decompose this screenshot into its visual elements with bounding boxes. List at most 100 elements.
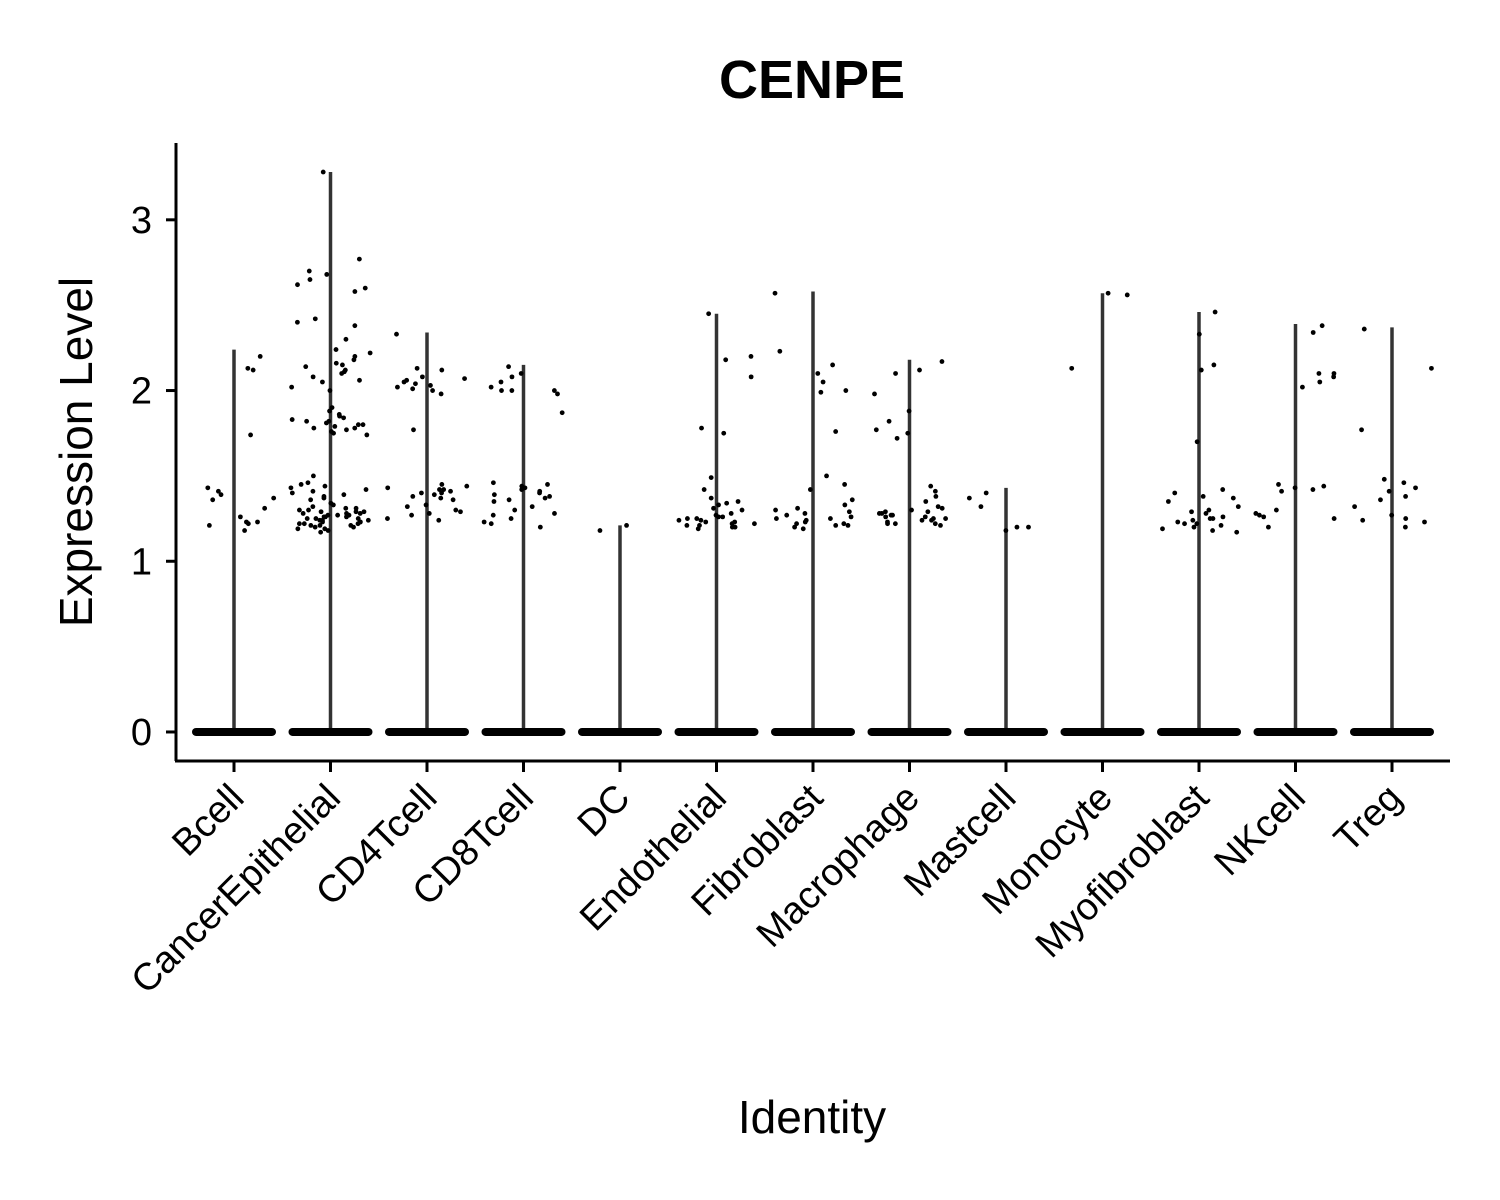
- data-point: [1206, 507, 1212, 513]
- data-point: [438, 495, 444, 501]
- data-point: [361, 509, 367, 515]
- data-point: [308, 523, 314, 528]
- data-point: [983, 490, 989, 496]
- data-point: [1124, 292, 1130, 298]
- y-axis: 0 1 2 3: [131, 143, 178, 761]
- data-point: [490, 480, 496, 486]
- data-point: [394, 331, 399, 337]
- data-point: [1386, 488, 1392, 494]
- data-point: [430, 388, 435, 393]
- data-point: [385, 516, 390, 521]
- data-point: [1352, 504, 1357, 510]
- data-point: [777, 348, 783, 354]
- data-point: [1003, 528, 1009, 533]
- data-point: [357, 511, 363, 516]
- data-point: [340, 362, 345, 368]
- data-point: [348, 523, 354, 528]
- data-point: [909, 507, 914, 513]
- data-point: [883, 514, 889, 520]
- data-point: [933, 493, 939, 499]
- data-point: [729, 521, 735, 527]
- data-point: [310, 374, 316, 380]
- data-point: [685, 516, 690, 521]
- data-point: [242, 528, 247, 533]
- data-point: [872, 391, 877, 397]
- data-point: [624, 523, 629, 528]
- data-point: [802, 511, 808, 516]
- y-tick-label: 0: [131, 712, 152, 754]
- data-point: [1378, 497, 1383, 503]
- data-point: [772, 290, 778, 296]
- data-point: [343, 336, 349, 342]
- data-point: [310, 504, 316, 510]
- data-point: [453, 507, 459, 513]
- violin-group-cd8tcell: [481, 364, 566, 736]
- data-point: [305, 480, 311, 486]
- data-point: [1210, 516, 1216, 521]
- y-axis-title: Expression Level: [50, 277, 102, 627]
- data-point: [824, 473, 829, 479]
- data-point: [873, 427, 879, 433]
- data-point: [1220, 514, 1226, 520]
- data-point: [1321, 483, 1327, 489]
- data-point: [508, 516, 514, 521]
- data-point: [1235, 504, 1241, 510]
- x-axis-title: Identity: [738, 1091, 886, 1143]
- data-point: [552, 511, 557, 516]
- data-point: [1360, 517, 1366, 523]
- data-point: [344, 511, 349, 516]
- data-point: [893, 371, 898, 376]
- data-point: [833, 523, 839, 528]
- violin-group-fibroblast: [771, 290, 855, 736]
- data-point: [1196, 331, 1202, 337]
- data-point: [488, 521, 494, 527]
- data-point: [883, 509, 888, 515]
- data-point: [307, 277, 313, 282]
- violin-group-mastcell: [964, 487, 1048, 736]
- x-tick-label: Myofibroblast: [1028, 776, 1218, 966]
- data-point: [332, 423, 338, 429]
- data-point: [289, 417, 295, 422]
- data-point: [807, 487, 813, 492]
- violin-group-cd4tcell: [385, 331, 470, 736]
- data-point: [1160, 526, 1165, 532]
- data-point: [1413, 485, 1418, 491]
- violin-group-macrophage: [867, 359, 952, 736]
- data-point: [739, 507, 745, 513]
- data-point: [245, 521, 251, 527]
- data-point: [330, 502, 336, 508]
- x-tick-label: Bcell: [164, 777, 252, 865]
- data-point: [723, 357, 729, 363]
- data-point: [1194, 521, 1200, 527]
- data-point: [795, 505, 800, 511]
- data-point: [499, 388, 504, 393]
- data-point: [752, 521, 757, 527]
- data-point: [333, 360, 339, 366]
- data-point: [426, 511, 432, 516]
- y-tick-label: 2: [131, 371, 152, 413]
- data-point: [879, 511, 885, 516]
- data-point: [364, 432, 370, 438]
- data-point: [716, 502, 721, 508]
- data-point: [404, 504, 410, 510]
- data-point: [537, 524, 543, 530]
- data-point: [684, 523, 690, 528]
- x-tick-label: NKcell: [1207, 777, 1314, 884]
- data-point: [724, 500, 730, 506]
- data-point: [815, 371, 821, 376]
- data-point: [312, 316, 318, 322]
- data-point: [410, 493, 416, 499]
- data-point: [458, 509, 463, 515]
- data-point: [547, 493, 552, 499]
- data-point: [701, 487, 707, 492]
- data-point: [1203, 511, 1209, 516]
- data-point: [894, 435, 900, 441]
- violin-group-endothelial: [674, 311, 759, 736]
- data-point: [542, 495, 548, 501]
- data-point: [336, 412, 342, 417]
- data-point: [1194, 439, 1200, 445]
- data-point: [438, 391, 444, 397]
- data-point: [360, 422, 366, 428]
- data-point: [1105, 290, 1111, 296]
- data-point: [363, 487, 369, 492]
